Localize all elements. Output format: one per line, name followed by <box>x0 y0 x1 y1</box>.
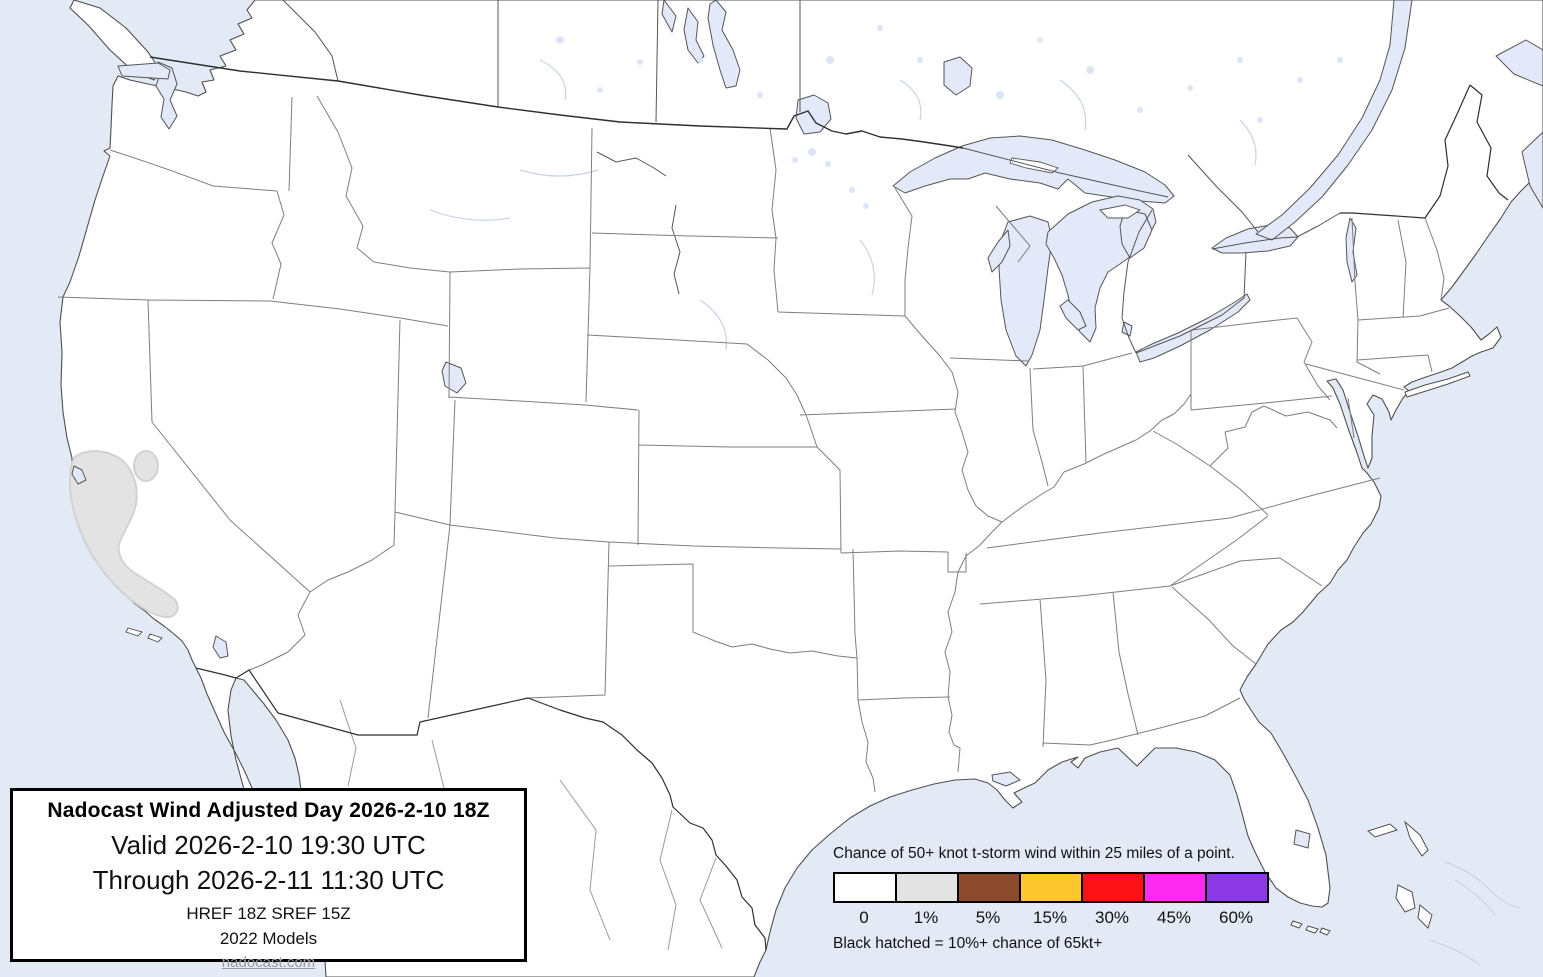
florida-keys <box>1290 920 1331 936</box>
san-francisco-bay <box>71 465 87 485</box>
channel-islands <box>125 627 163 643</box>
us-canada-border-lakes <box>962 147 1341 354</box>
state-borders <box>57 95 1450 793</box>
forecast-title: Nadocast Wind Adjusted Day 2026-2-10 18Z <box>47 799 490 822</box>
legend-color-scale <box>833 872 1273 903</box>
legend-swatch-0 <box>833 872 897 903</box>
legend-swatch-60% <box>1205 872 1269 903</box>
legend-title: Chance of 50+ knot t-storm wind within 2… <box>833 845 1235 862</box>
small-lakes <box>556 25 1343 209</box>
lake-okeechobee <box>1293 829 1311 849</box>
legend-label-30%: 30% <box>1094 908 1130 927</box>
probability-legend: Chance of 50+ knot t-storm wind within 2… <box>833 845 1273 953</box>
lake-erie <box>1135 293 1251 363</box>
salton-sea <box>212 635 229 659</box>
lake-michigan <box>998 215 1053 367</box>
lake-winnipeg <box>707 0 741 89</box>
saginaw-bay <box>1059 299 1087 331</box>
georgian-bay <box>1119 209 1153 259</box>
forecast-title-box: Nadocast Wind Adjusted Day 2026-2-10 18Z… <box>10 788 527 971</box>
bay-of-fundy <box>1521 131 1543 209</box>
forecast-valid-time: Valid 2026-2-10 19:30 UTC <box>111 830 426 860</box>
great-lakes <box>71 0 1543 849</box>
us-canada-border <box>149 56 964 149</box>
us-canada-border-northeast <box>1340 84 1509 219</box>
legend-swatch-1% <box>895 872 959 903</box>
vancouver-island <box>69 0 161 81</box>
legend-label-60%: 60% <box>1218 908 1254 927</box>
legend-label-1%: 1% <box>913 908 939 927</box>
wind-probability-area-1pct-main <box>69 450 179 619</box>
legend-footnote: Black hatched = 10%+ chance of 65kt+ <box>833 935 1103 952</box>
st-lawrence-river <box>1255 0 1413 241</box>
wind-probability-area-1pct-small <box>133 450 159 482</box>
legend-label-5%: 5% <box>975 908 1001 927</box>
nadocast-link[interactable]: nadocast.com <box>221 954 316 971</box>
lake-of-the-woods <box>795 94 832 135</box>
manitoulin-island <box>1099 204 1142 219</box>
forecast-through-time: Through 2026-2-11 11:30 UTC <box>92 865 445 895</box>
lake-nipigon <box>943 56 973 96</box>
great-salt-lake <box>441 361 467 394</box>
reservoirs <box>596 151 681 295</box>
green-bay <box>987 229 1011 273</box>
forecast-model-info: HREF 18Z SREF 15Z <box>186 904 351 923</box>
probability-areas <box>69 450 179 619</box>
province-borders <box>282 0 1259 233</box>
country-borders <box>149 56 1509 951</box>
bahama-banks-outline <box>1429 861 1521 966</box>
legend-swatch-45% <box>1143 872 1207 903</box>
legend-label-0: 0 <box>859 908 869 927</box>
bahamas-islands <box>1366 820 1433 929</box>
legend-swatch-15% <box>1019 872 1083 903</box>
lake-winnipegosis <box>661 0 677 33</box>
forecast-model-year: 2022 Models <box>219 929 318 948</box>
legend-swatch-30% <box>1081 872 1145 903</box>
legend-swatch-5% <box>957 872 1021 903</box>
strait-juan-de-fuca <box>117 62 171 80</box>
long-island <box>1404 371 1471 398</box>
chaleur-bay <box>1495 39 1543 87</box>
us-mexico-border <box>195 667 767 951</box>
legend-label-45%: 45% <box>1156 908 1192 927</box>
legend-label-15%: 15% <box>1032 908 1068 927</box>
lake-pontchartrain <box>991 771 1021 787</box>
north-america-land <box>59 0 1543 977</box>
legend-labels-row: 0 1% 5% 15% 30% 45% 60% <box>833 908 1273 928</box>
